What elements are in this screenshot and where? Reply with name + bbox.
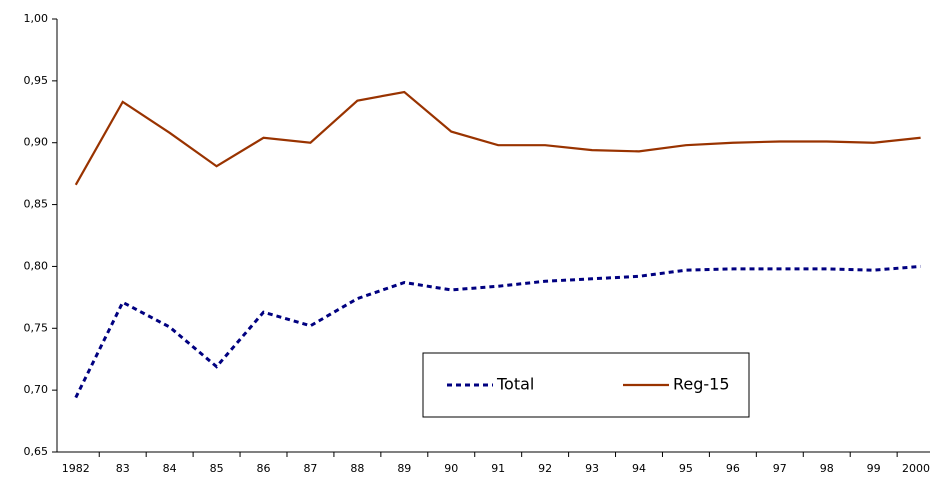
x-tick-label: 85: [210, 462, 224, 475]
y-tick-label: 0,90: [24, 136, 49, 149]
legend-text: Reg-15: [673, 375, 730, 394]
x-tick-label: 89: [397, 462, 411, 475]
x-tick-label: 99: [867, 462, 881, 475]
x-tick-label: 94: [632, 462, 646, 475]
x-tick-label: 92: [538, 462, 552, 475]
x-tick-label: 86: [257, 462, 271, 475]
y-tick-label: 0,95: [24, 74, 49, 87]
y-tick-label: 0,75: [24, 321, 49, 334]
y-tick-label: 0,80: [24, 259, 49, 272]
x-tick-label: 93: [585, 462, 599, 475]
x-tick-label: 96: [726, 462, 740, 475]
x-tick-label: 87: [303, 462, 317, 475]
x-tick-label: 1982: [62, 462, 90, 475]
x-tick-label: 83: [116, 462, 130, 475]
legend-text: Total: [496, 375, 534, 394]
x-tick-label: 95: [679, 462, 693, 475]
series-line: [74, 90, 921, 186]
x-tick-label: 91: [491, 462, 505, 475]
x-tick-label: 2000: [902, 462, 930, 475]
y-tick-label: 0,65: [24, 445, 49, 458]
x-tick-label: 98: [820, 462, 834, 475]
y-tick-label: 1,00: [24, 12, 49, 25]
x-tick-label: 90: [444, 462, 458, 475]
y-tick-label: 0,70: [24, 383, 49, 396]
y-tick-label: 0,85: [24, 198, 49, 211]
legend: Total Reg-15: [422, 352, 750, 418]
series-line: [74, 264, 921, 399]
x-tick-label: 84: [163, 462, 177, 475]
x-tick-label: 97: [773, 462, 787, 475]
x-tick-label: 88: [350, 462, 364, 475]
